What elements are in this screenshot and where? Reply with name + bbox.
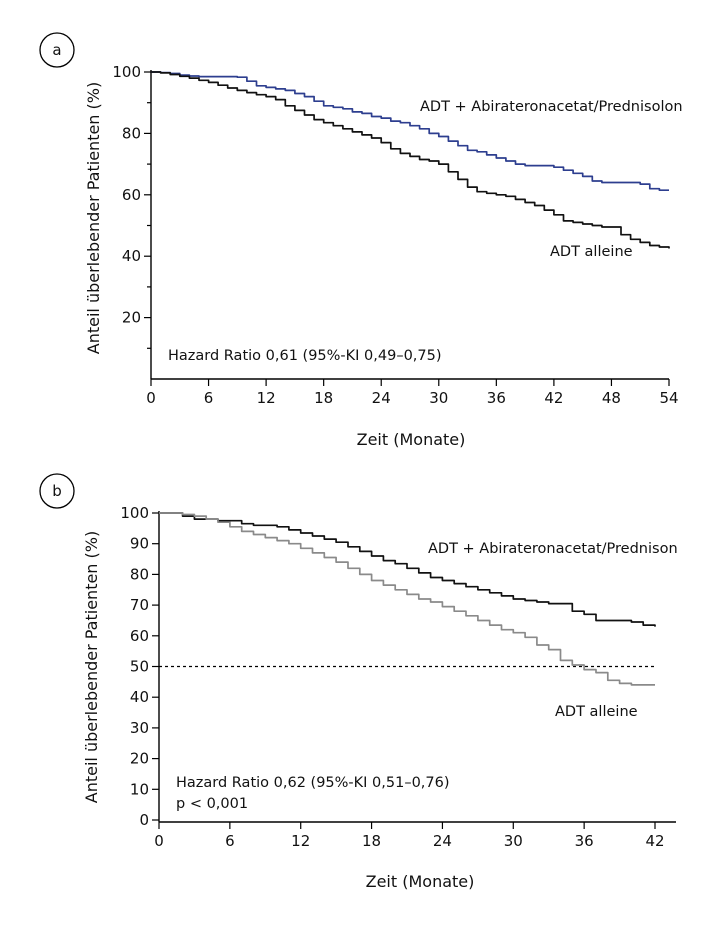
panel-b-y-tick-label: 20 [130,750,149,768]
panel-b-series-1-line [159,512,656,627]
panel-a-x-tick-label: 12 [257,389,276,407]
panel-b-y-tick-label: 30 [130,719,149,737]
panel-b-x-tick-label: 6 [225,832,235,850]
panel-b-legend-label-control: ADT alleine [555,704,638,720]
panel-b-y-axis-title: Anteil überlebender Patienten (%) [82,531,101,803]
panel-b-y-tick-label: 40 [130,688,149,706]
panel-a-x-tick-label: 6 [204,389,214,407]
panel-b-y-tick-label: 60 [130,627,149,645]
panel-b-curves [159,512,656,686]
panel-a-y-tick-label: 20 [122,309,141,327]
panel-b-letter: b [52,482,62,500]
panel-a-axes: 20 40 60 80 100 0 6 12 18 24 30 36 42 48 54 [112,63,678,407]
panel-a-x-tick-label: 24 [372,389,391,407]
panel-b-series-2-line [159,512,655,686]
panel-b-legend-label-treatment: ADT + Abirateronacetat/Prednison [428,541,678,557]
panel-a-hazard-ratio: Hazard Ratio 0,61 (95%-KI 0,49–0,75) [168,348,442,364]
panel-b-y-tick-label: 70 [130,596,149,614]
panel-b: b Anteil überlebender Patienten (%) Zeit… [39,473,678,891]
panel-b-badge [39,473,75,509]
panel-b-x-tick-label: 24 [433,832,452,850]
panel-a-legend-label-control: ADT alleine [550,244,633,260]
panel-b-hazard-ratio: Hazard Ratio 0,62 (95%-KI 0,51–0,76) [176,775,450,791]
panel-a-x-tick-label: 36 [487,389,506,407]
panel-a-x-tick-label: 48 [602,389,621,407]
panel-a-x-axis-title: Zeit (Monate) [357,430,466,449]
panel-b-x-tick-label: 12 [291,832,310,850]
panel-a: a Anteil überlebender Patienten (%) Zeit… [39,32,683,449]
panel-a-curves [151,71,670,249]
panel-a-x-tick-label: 0 [146,389,156,407]
panel-a-y-tick-label: 40 [122,247,141,265]
panel-b-x-tick-label: 36 [575,832,594,850]
panel-a-letter: a [52,41,61,59]
panel-a-series-1-line [151,71,669,192]
panel-a-series-2-line [151,71,670,249]
panel-b-p-value: p < 0,001 [176,796,248,812]
panel-a-y-tick-label: 100 [112,63,141,81]
panel-b-y-tick-label: 50 [130,658,149,676]
panel-a-legend-label-treatment: ADT + Abirateronacetat/Prednisolon [420,99,683,115]
panel-b-y-tick-label: 0 [139,811,149,829]
panel-a-y-tick-label: 60 [122,186,141,204]
panel-b-x-tick-label: 30 [504,832,523,850]
panel-b-y-tick-label: 100 [120,504,149,522]
panel-b-y-tick-label: 90 [130,535,149,553]
panel-a-y-axis-title: Anteil überlebender Patienten (%) [84,82,103,354]
panel-a-badge [39,32,75,68]
panel-a-x-tick-label: 30 [429,389,448,407]
panel-b-x-tick-label: 0 [154,832,164,850]
panel-b-axes: 0 10 20 30 40 50 60 70 80 90 100 0 6 12 18 24 30 36 42 [120,504,676,850]
panel-a-x-tick-label: 42 [544,389,563,407]
panel-a-x-tick-label: 18 [314,389,333,407]
panel-b-x-tick-label: 42 [645,832,664,850]
panel-b-y-tick-label: 10 [130,780,149,798]
panel-a-x-tick-label: 54 [659,389,678,407]
panel-a-y-tick-label: 80 [122,124,141,142]
panel-b-y-tick-label: 80 [130,565,149,583]
panel-b-x-axis-title: Zeit (Monate) [366,872,475,891]
panel-b-x-tick-label: 18 [362,832,381,850]
